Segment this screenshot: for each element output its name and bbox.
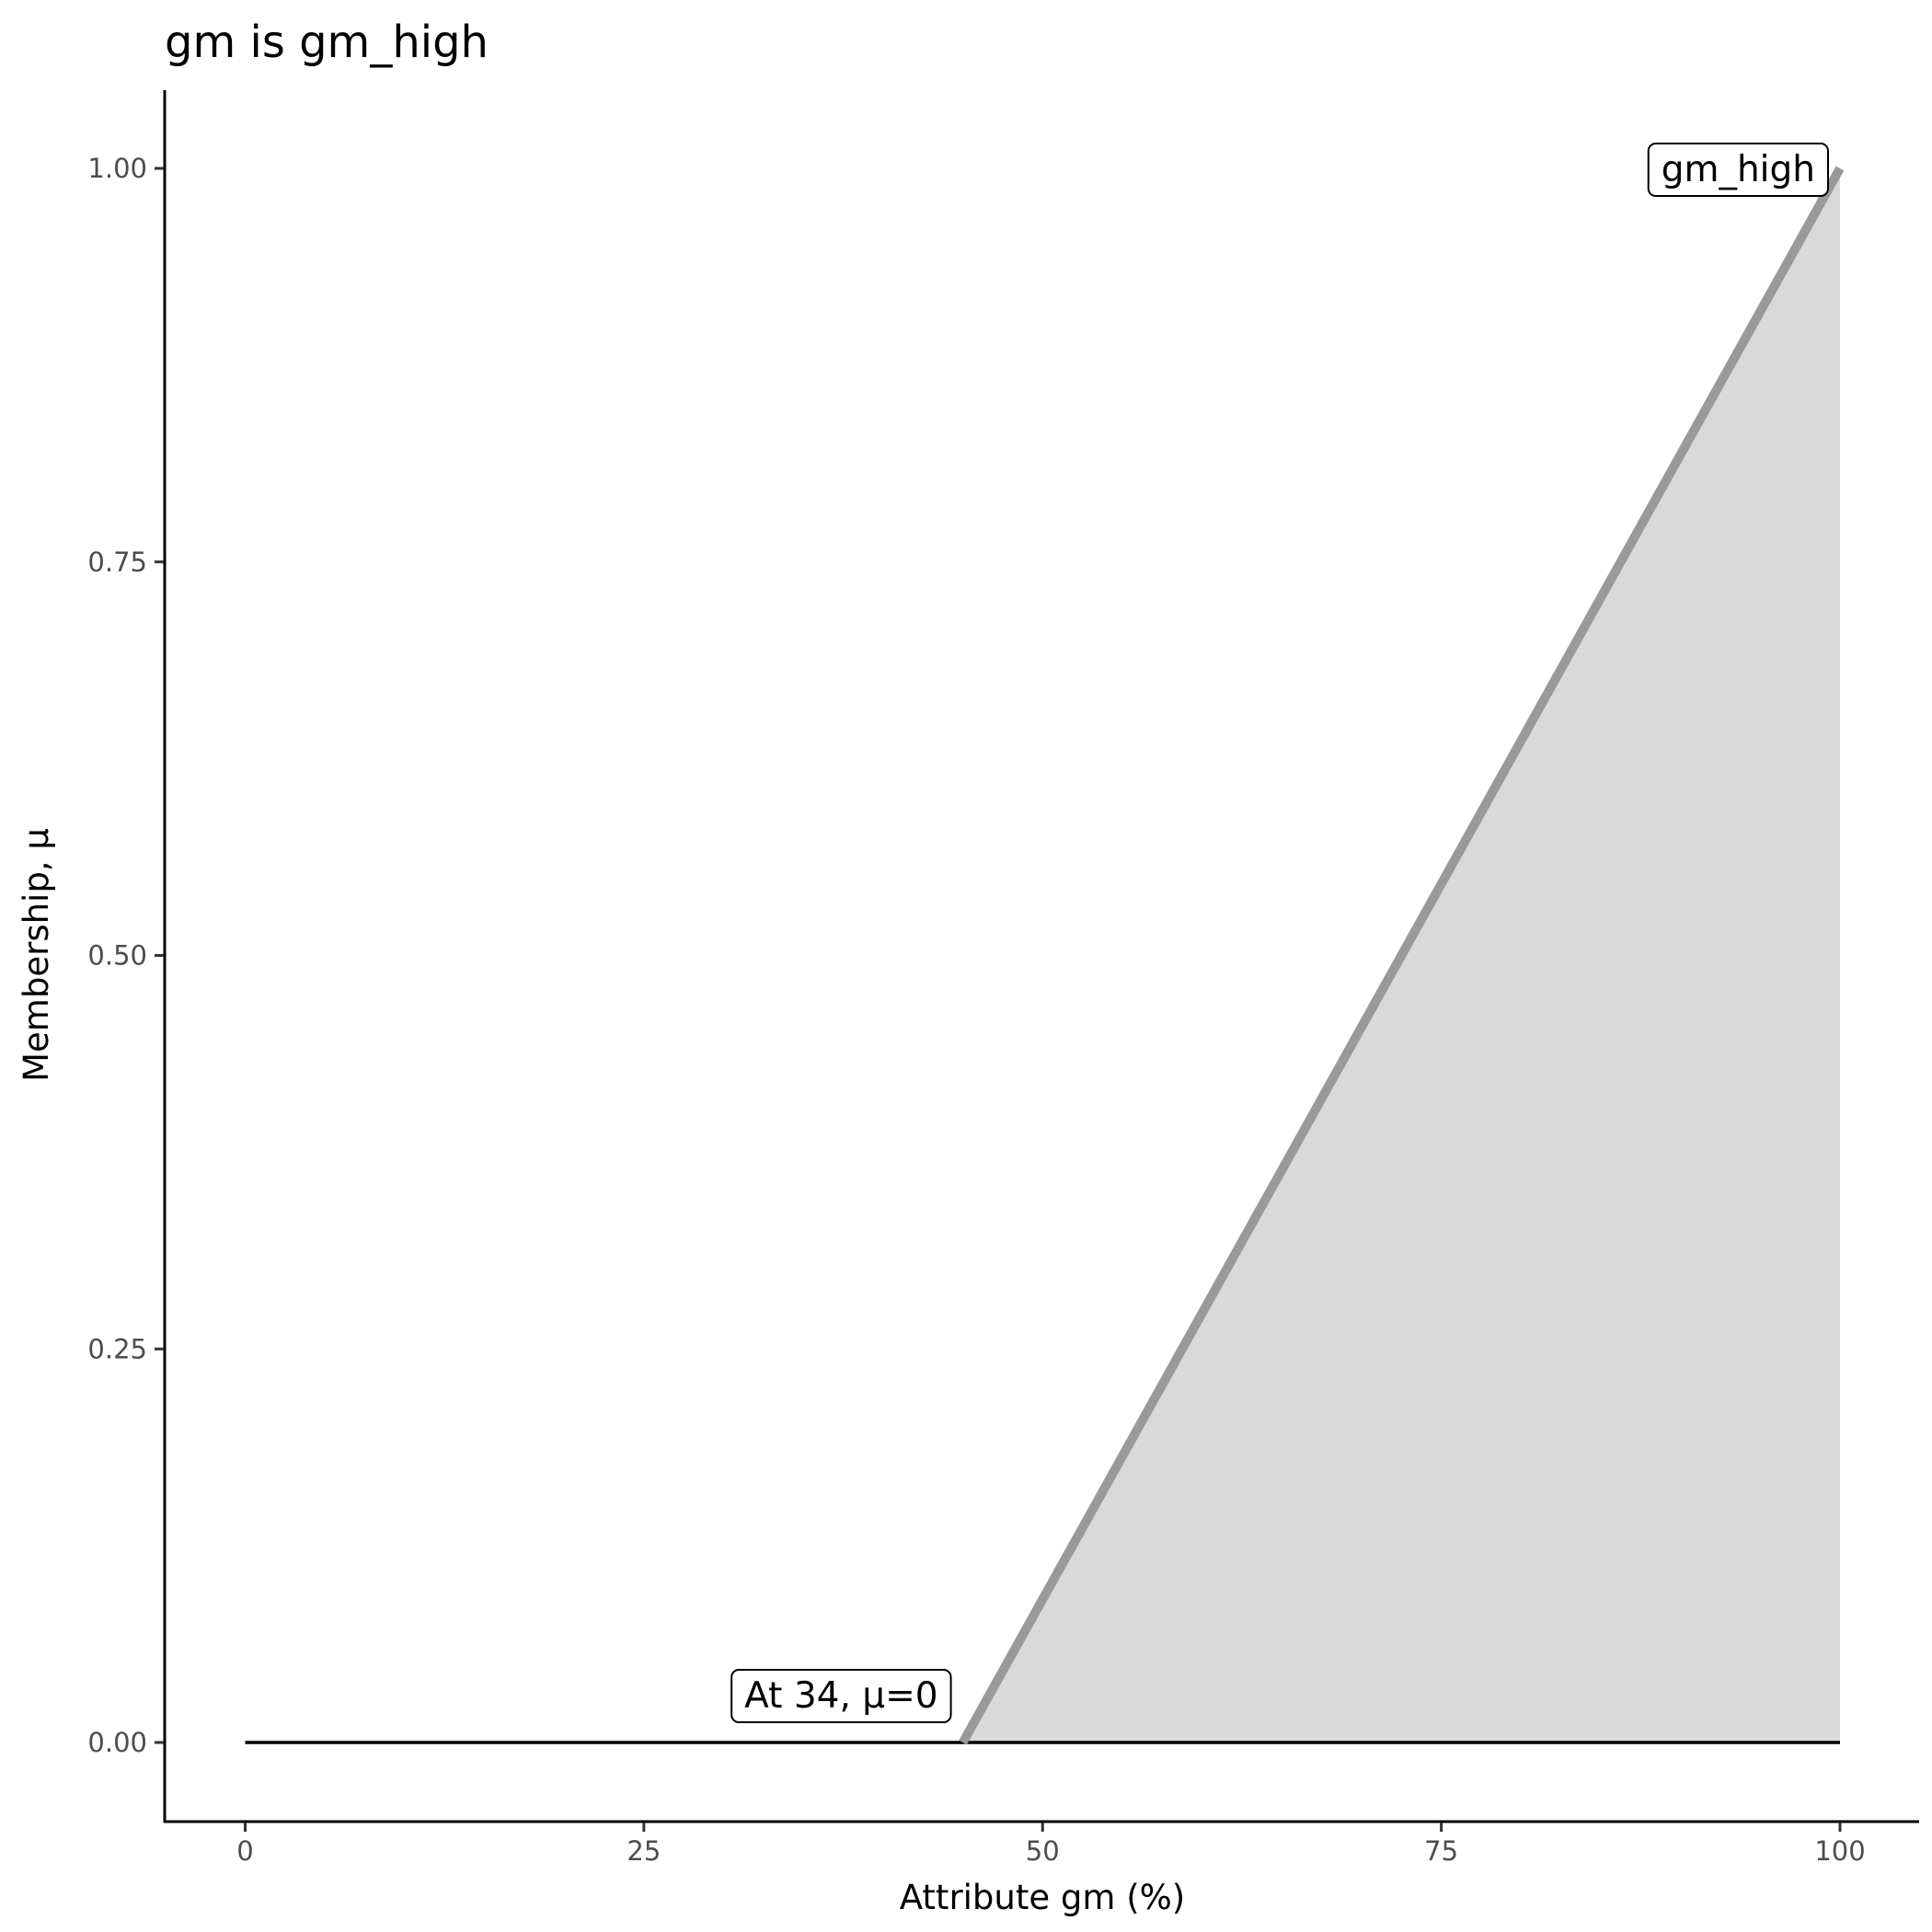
x-tick-label: 25 [627,1835,661,1867]
chart-title: gm is gm_high [165,17,489,68]
y-tick-label: 0.75 [87,546,147,578]
annotation-label: gm_high [1647,143,1829,197]
annotation-box [1647,143,1829,197]
annotations: gm_high At 34, μ=0 [730,143,1829,1723]
y-axis-ticks: 0.00 0.25 0.50 0.75 1.00 [87,153,164,1758]
annotation-box [730,1669,952,1723]
y-tick-label: 0.50 [87,940,147,972]
x-tick-label: 75 [1424,1835,1458,1867]
x-tick-label: 50 [1026,1835,1060,1867]
y-axis-title: Membership, μ [17,828,56,1082]
x-tick-label: 100 [1814,1835,1865,1867]
y-tick-label: 0.00 [87,1727,147,1758]
y-tick-label: 1.00 [87,153,147,184]
annotation-text: gm_high [1662,149,1815,190]
x-axis-ticks: 0 25 50 75 100 [236,1823,1866,1867]
membership-line [959,166,1845,1745]
membership-fill-area [245,168,1840,1742]
annotation-text: At 34, μ=0 [744,1675,937,1717]
y-tick-label: 0.25 [87,1333,147,1364]
annotation-label: At 34, μ=0 [730,1669,952,1723]
plot-area [245,166,1845,1745]
x-tick-label: 0 [236,1835,253,1867]
x-axis-title: Attribute gm (%) [900,1878,1185,1917]
